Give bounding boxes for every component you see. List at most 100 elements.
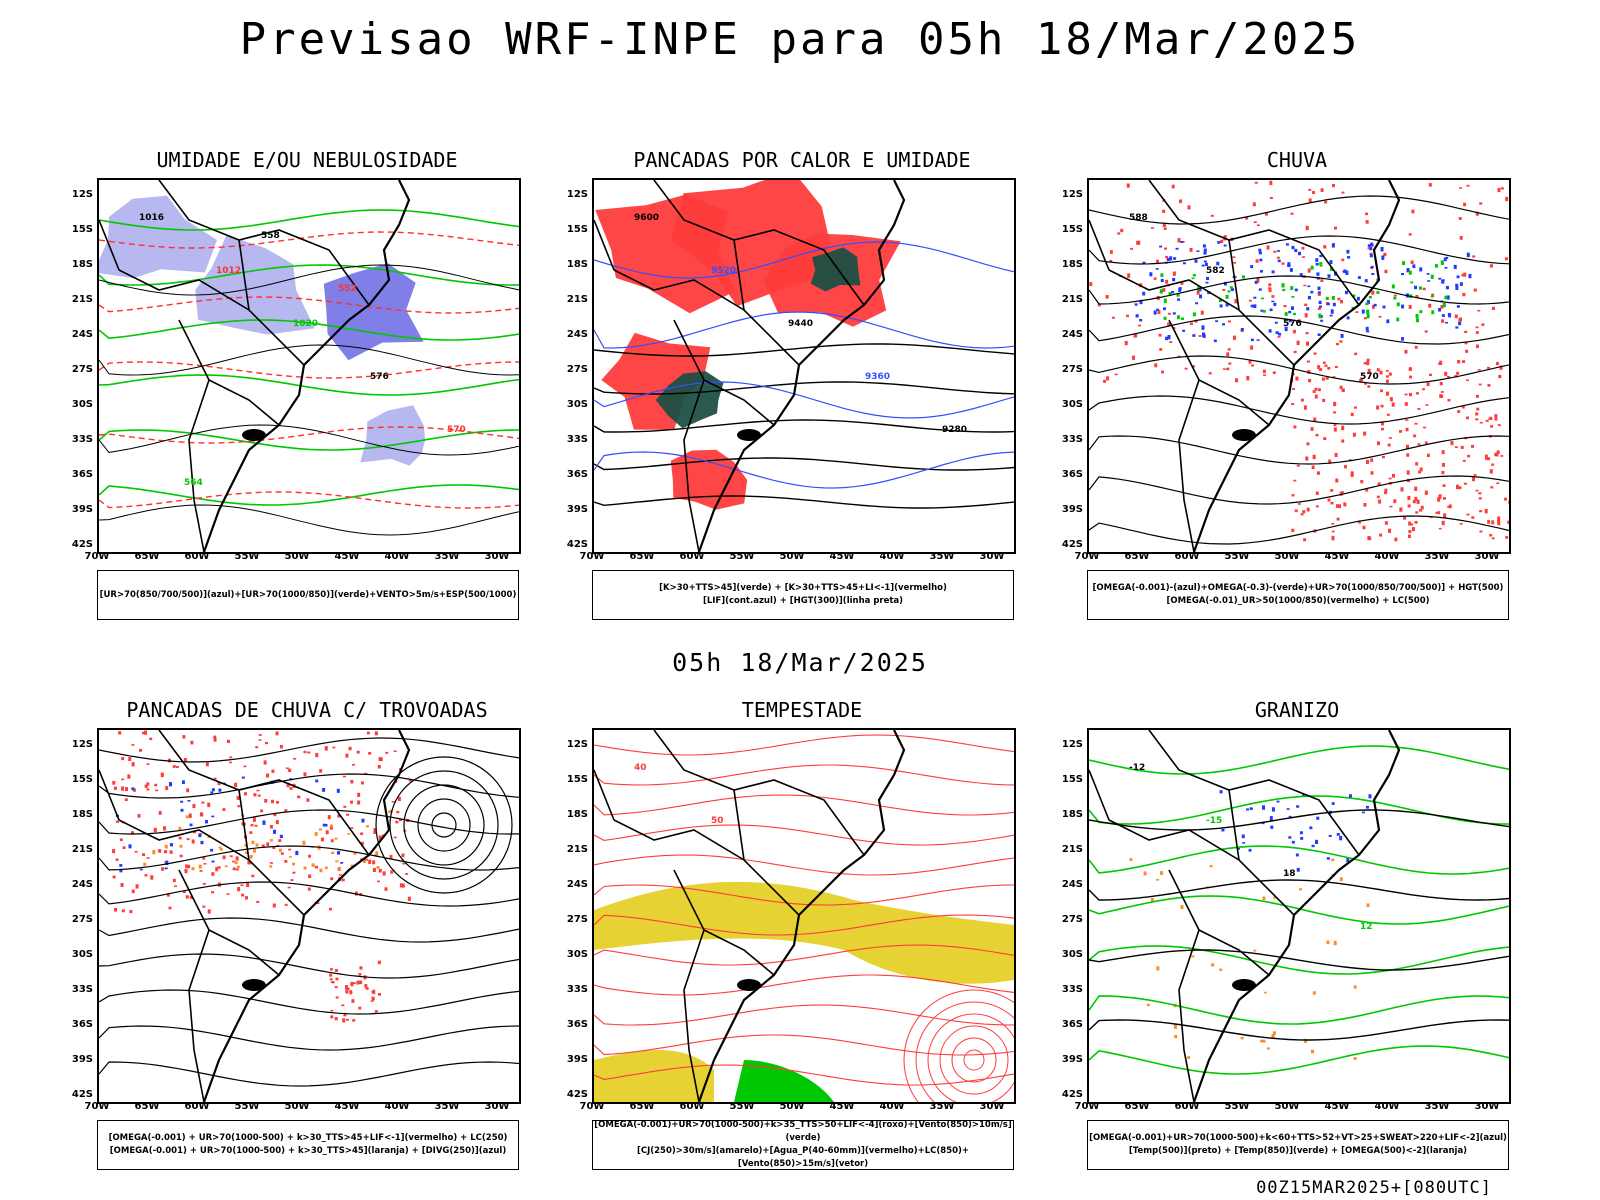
rain-fill-area xyxy=(1465,349,1469,353)
rain-fill-area xyxy=(1341,425,1345,431)
rain-fill-area xyxy=(1408,270,1412,275)
rain-fill-area xyxy=(1356,296,1360,301)
thunder-fill-area xyxy=(334,986,338,989)
thunder-fill-area xyxy=(150,876,154,880)
rain-fill-area xyxy=(1160,278,1164,283)
thunder-fill-area xyxy=(334,969,338,972)
rain-fill-area xyxy=(1370,265,1374,268)
hail-fill-area xyxy=(1271,807,1275,812)
rain-fill-area xyxy=(1226,352,1230,357)
rain-fill-area xyxy=(1254,181,1258,184)
thunder-fill-area xyxy=(181,780,185,785)
thunder-fill-area xyxy=(377,764,381,769)
rain-fill-area xyxy=(1443,257,1447,262)
coastline xyxy=(202,730,411,1102)
lat-tick-label: 33S xyxy=(566,434,588,445)
streamline-vortex xyxy=(903,989,1014,1102)
thunder-fill-area xyxy=(285,767,289,769)
thunder-fill-area xyxy=(364,984,368,988)
rain-fill-area xyxy=(1350,412,1354,417)
political-border xyxy=(673,869,775,976)
rain-fill-area xyxy=(1437,497,1441,502)
rain-fill-area xyxy=(1414,422,1418,425)
thunder-fill-area xyxy=(360,841,364,846)
rain-fill-area xyxy=(1365,302,1369,306)
rain-fill-area xyxy=(1105,295,1109,299)
rain-fill-area xyxy=(1253,296,1257,299)
tempestade-map[interactable]: 40 50 xyxy=(592,728,1016,1104)
rain-fill-area xyxy=(1269,180,1273,186)
granizo-title: GRANIZO xyxy=(1254,698,1340,722)
rain-fill-area xyxy=(1403,516,1407,520)
rain-fill-area xyxy=(1306,307,1310,311)
thickness-contour xyxy=(99,491,519,509)
rain-fill-area xyxy=(1366,299,1370,305)
pancadas-calor-map[interactable]: 9600 9520 9440 9360 9280 xyxy=(592,178,1016,554)
rain-fill-area xyxy=(1327,498,1331,502)
rain-fill-area xyxy=(1472,255,1476,258)
rain-fill-area xyxy=(1455,286,1459,291)
rain-fill-area xyxy=(1139,299,1143,305)
thunder-fill-area xyxy=(390,870,394,874)
rain-fill-area xyxy=(1369,246,1373,251)
pancadas-trovoadas-legend: [OMEGA(-0.001) + UR>70(1000-500) + k>30_… xyxy=(97,1120,519,1170)
thunder-fill-area xyxy=(255,746,259,749)
thunder-fill-area xyxy=(244,896,248,900)
rain-fill-area xyxy=(1485,419,1489,422)
temp500-contour xyxy=(1089,879,1509,901)
rain-fill-area xyxy=(1419,467,1423,472)
thunder-fill-area xyxy=(373,829,377,835)
rain-fill-area xyxy=(1233,261,1237,264)
lat-tick-label: 15S xyxy=(1061,774,1083,785)
thunder-fill-area xyxy=(179,854,183,858)
rain-fill-area xyxy=(1320,188,1324,192)
rain-fill-area xyxy=(1438,527,1442,530)
thunder-fill-area xyxy=(185,895,189,899)
pancadas-trovoadas-map[interactable] xyxy=(97,728,521,1104)
thunder-fill-area xyxy=(235,856,239,861)
lat-tick-label: 15S xyxy=(566,774,588,785)
rain-fill-area xyxy=(1442,497,1446,500)
granizo-map[interactable]: -12 -15 18 12 xyxy=(1087,728,1511,1104)
chuva-map[interactable]: 588 582 576 570 xyxy=(1087,178,1511,554)
lon-tick-label: 50W xyxy=(284,1101,310,1112)
rain-fill-area xyxy=(1125,314,1129,318)
rain-fill-area xyxy=(1339,340,1343,343)
rain-fill-area xyxy=(1317,307,1321,310)
thunder-fill-area xyxy=(250,824,254,827)
thunder-fill-area xyxy=(271,769,275,773)
thunder-fill-area xyxy=(365,825,369,828)
rain-fill-area xyxy=(1290,306,1294,310)
humidity-contour xyxy=(99,484,519,506)
thunder-fill-area xyxy=(187,800,191,802)
temp850-contour xyxy=(1089,845,1509,875)
rain-fill-area xyxy=(1428,303,1432,308)
thunder-fill-area xyxy=(210,848,214,852)
lifted-index-contour xyxy=(594,241,1014,279)
thunder-fill-area xyxy=(365,987,369,990)
rain-fill-area xyxy=(1303,405,1307,410)
umidade-map[interactable]: 1016 1012 1020 576 570 564 558 552 xyxy=(97,178,521,554)
hail-fill-area xyxy=(1150,897,1154,902)
rain-fill-area xyxy=(1419,310,1423,314)
rain-fill-area xyxy=(1218,299,1222,303)
lat-tick-label: 27S xyxy=(1061,914,1083,925)
political-border xyxy=(118,819,305,916)
hail-fill-area xyxy=(1309,826,1313,830)
rain-fill-area xyxy=(1103,379,1107,383)
rain-fill-area xyxy=(1448,504,1452,509)
thunder-fill-area xyxy=(376,865,380,869)
rain-fill-area xyxy=(1380,246,1384,252)
rain-fill-area xyxy=(1126,183,1130,188)
rain-fill-area xyxy=(1343,269,1347,274)
rain-fill-area xyxy=(1448,314,1452,318)
thunder-fill-area xyxy=(287,886,291,889)
thunder-fill-area xyxy=(343,1012,347,1017)
thunder-fill-area xyxy=(191,867,195,871)
rain-fill-area xyxy=(1470,444,1474,448)
thunder-fill-area xyxy=(112,875,116,879)
rain-fill-area xyxy=(1322,361,1326,364)
rain-fill-area xyxy=(1259,258,1263,262)
rain-fill-area xyxy=(1462,459,1466,462)
rain-fill-area xyxy=(1494,418,1498,421)
